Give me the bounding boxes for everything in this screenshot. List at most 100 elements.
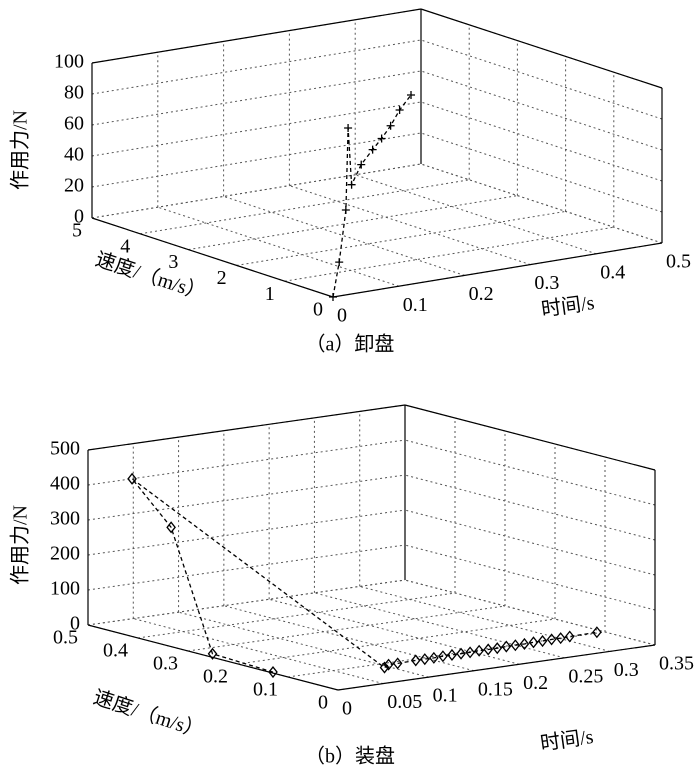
grid-line xyxy=(289,185,531,266)
y-tick-label: 4 xyxy=(120,235,130,257)
x-axis-label: 时间/s xyxy=(540,291,596,321)
data-point xyxy=(555,632,566,645)
z-tick-label: 400 xyxy=(50,473,80,495)
data-point xyxy=(268,666,278,679)
grid-line xyxy=(187,605,506,652)
x-tick-label: 0.25 xyxy=(568,665,603,687)
data-point xyxy=(592,626,602,639)
grid-line xyxy=(133,618,384,685)
y-tick-label: 0 xyxy=(318,692,328,714)
grid-line xyxy=(91,39,422,95)
grid-line xyxy=(359,585,610,652)
grid-line xyxy=(269,598,520,665)
data-point xyxy=(492,642,503,655)
grid-line xyxy=(140,179,470,235)
grid-line xyxy=(91,132,422,188)
y-tick-label: 0.5 xyxy=(53,627,78,649)
data-line xyxy=(131,478,597,673)
data-point xyxy=(207,647,218,660)
data-point xyxy=(537,634,548,648)
z-tick-label: 100 xyxy=(54,51,84,73)
axis-edge xyxy=(420,8,663,89)
data-point xyxy=(546,633,557,646)
axis-edge xyxy=(87,404,406,451)
data-point xyxy=(166,521,176,534)
grid-line xyxy=(91,101,422,157)
data-point xyxy=(407,90,416,99)
y-tick-label: 5 xyxy=(72,220,82,242)
y-tick-label: 3 xyxy=(168,251,178,273)
y-axis-label: 速度/（m/s） xyxy=(91,686,207,743)
data-point xyxy=(344,124,353,133)
x-axis-label: 时间/s xyxy=(539,725,595,755)
x-tick-label: 0.1 xyxy=(403,294,428,316)
grid-line xyxy=(237,618,556,665)
z-tick-label: 300 xyxy=(50,508,80,530)
data-point xyxy=(456,647,466,660)
grid-line xyxy=(404,579,656,646)
grid-line xyxy=(404,439,656,506)
grid-line xyxy=(404,509,656,576)
z-tick-label: 80 xyxy=(64,82,84,104)
y-tick-label: 0.3 xyxy=(153,653,178,675)
grid-line xyxy=(87,474,406,521)
data-point xyxy=(383,658,394,671)
z-tick-label: 500 xyxy=(50,438,80,460)
x-tick-label: 0.2 xyxy=(469,283,494,305)
data-point xyxy=(501,640,512,653)
z-tick-label: 100 xyxy=(50,578,80,600)
y-tick-label: 0.1 xyxy=(253,679,278,701)
grid-line xyxy=(420,101,663,182)
x-tick-label: 0 xyxy=(342,698,352,720)
data-point xyxy=(341,205,350,214)
grid-line xyxy=(355,174,597,255)
z-tick-label: 0 xyxy=(74,206,84,228)
data-point xyxy=(395,105,404,114)
axis-edge xyxy=(337,644,656,691)
grid-line xyxy=(236,210,566,266)
y-axis-label: 速度/（m/s） xyxy=(93,248,209,305)
caption: （b）装盘 xyxy=(305,745,395,768)
z-tick-label: 40 xyxy=(64,144,84,166)
data-point xyxy=(368,145,377,154)
y-tick-label: 0.2 xyxy=(203,666,228,688)
z-axis-label: 作用力/N xyxy=(9,110,32,190)
z-tick-label: 200 xyxy=(50,543,80,565)
data-point xyxy=(429,651,439,664)
grid-line xyxy=(157,206,399,287)
x-tick-label: 0.5 xyxy=(666,251,691,273)
grid-line xyxy=(137,592,456,639)
grid-line xyxy=(404,544,656,611)
data-point xyxy=(127,472,137,485)
grid-line xyxy=(314,592,565,659)
grid-line xyxy=(87,509,406,556)
data-point xyxy=(410,654,421,667)
z-tick-label: 20 xyxy=(64,175,84,197)
data-point xyxy=(386,121,395,130)
grid-line xyxy=(223,195,465,276)
data-point xyxy=(447,648,457,661)
x-tick-label: 0.05 xyxy=(387,691,422,713)
grid-line xyxy=(420,39,663,120)
grid-line xyxy=(87,544,406,591)
z-axis-label: 作用力/N xyxy=(9,505,32,585)
data-line xyxy=(332,94,412,298)
grid-line xyxy=(420,70,663,151)
x-tick-label: 0.3 xyxy=(534,272,559,294)
y-tick-label: 0 xyxy=(313,299,323,321)
y-tick-label: 2 xyxy=(217,267,227,289)
x-tick-label: 0.3 xyxy=(614,659,639,681)
data-point xyxy=(335,258,344,267)
data-point xyxy=(419,653,430,666)
x-tick-label: 0.15 xyxy=(478,678,513,700)
data-point xyxy=(528,636,539,649)
grid-line xyxy=(91,163,422,219)
grid-line xyxy=(178,611,429,678)
grid-line xyxy=(404,474,656,541)
y-tick-label: 0.4 xyxy=(103,640,128,662)
data-point xyxy=(510,639,521,652)
x-tick-label: 0.2 xyxy=(523,672,548,694)
data-point xyxy=(483,643,494,656)
data-point xyxy=(357,160,366,169)
